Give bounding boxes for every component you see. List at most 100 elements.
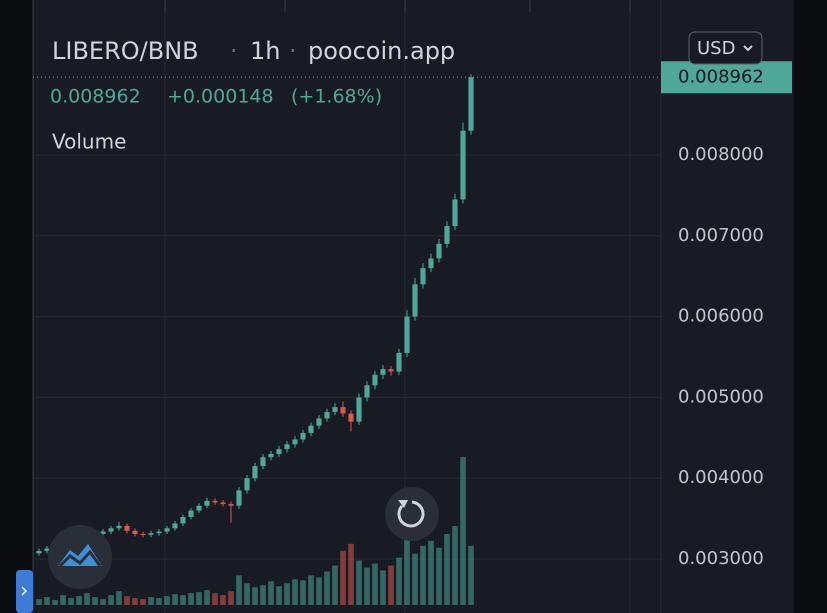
source: poocoin.app <box>308 37 455 65</box>
candle-body <box>172 523 178 529</box>
volume-bar <box>316 577 322 605</box>
candle-body <box>380 369 386 375</box>
volume-bar <box>172 594 178 605</box>
volume-bar <box>36 599 42 605</box>
volume-bar <box>468 545 474 605</box>
volume-bar <box>388 565 394 605</box>
change-percent: (+1.68%) <box>291 86 382 108</box>
volume-bar <box>180 595 186 605</box>
y-tick-label: 0.005000 <box>678 386 764 407</box>
volume-bar <box>292 579 298 605</box>
y-tick-label: 0.004000 <box>678 467 764 488</box>
logo-button[interactable] <box>48 525 112 589</box>
currency-button[interactable]: USD <box>688 31 763 65</box>
candle-body <box>356 397 362 422</box>
candle-body <box>124 525 130 531</box>
volume-bar <box>420 545 426 605</box>
candle-body <box>372 374 378 386</box>
volume-label: Volume <box>52 130 126 154</box>
volume-bar <box>244 583 250 605</box>
volume-bar <box>460 457 466 605</box>
candle-body <box>156 531 162 534</box>
candle-body <box>332 407 338 412</box>
candle-body <box>188 510 194 518</box>
candle-body <box>308 425 314 433</box>
last-price-tag <box>661 61 792 94</box>
volume-bar <box>196 592 202 605</box>
volume-bar <box>308 575 314 605</box>
candle-body <box>36 550 42 554</box>
side-tab[interactable] <box>16 570 33 613</box>
candle-body <box>108 528 114 532</box>
candle-body <box>284 444 290 450</box>
candle-body <box>268 453 274 458</box>
chevron <box>743 45 753 52</box>
volume-bar <box>396 557 402 605</box>
candle-body <box>316 418 322 426</box>
candle-body <box>292 439 298 445</box>
y-tick-label: 0.003000 <box>678 548 764 569</box>
y-tick-label: 0.007000 <box>678 225 764 246</box>
volume-bar <box>68 598 74 605</box>
candle-body <box>180 517 186 524</box>
candle-body <box>428 258 434 269</box>
candle-body <box>460 130 466 200</box>
volume-bar <box>268 581 274 605</box>
volume-bar <box>52 600 58 605</box>
y-tick-label: 0.006000 <box>678 306 764 327</box>
change: +0.000148 <box>167 86 274 108</box>
candle-body <box>220 502 226 505</box>
candle-body <box>396 352 402 372</box>
volume-bar <box>140 599 146 605</box>
candle-body <box>348 413 354 422</box>
symbol: LIBERO/BNB <box>52 37 199 65</box>
volume-bar <box>84 593 90 605</box>
logo-icon <box>58 544 102 566</box>
volume-bar <box>188 593 194 605</box>
volume-bar <box>124 596 130 605</box>
volume-bar <box>156 598 162 605</box>
candle-body <box>148 533 154 535</box>
candle-body <box>388 369 394 372</box>
volume-bar <box>76 596 82 605</box>
reset-arrow <box>398 500 408 508</box>
candle-body <box>140 533 146 535</box>
volume-bar <box>364 567 370 605</box>
reset-button[interactable] <box>385 487 439 541</box>
volume-bar <box>284 583 290 605</box>
volume-bar <box>252 587 258 605</box>
volume-bar <box>108 595 114 605</box>
candle-body <box>196 505 202 511</box>
volume-bar <box>164 596 170 605</box>
volume-bar <box>60 595 66 605</box>
candle-body <box>44 548 50 551</box>
volume-bar <box>436 547 442 605</box>
volume-bar <box>220 595 226 605</box>
reset-icon <box>397 500 425 528</box>
candle-body <box>204 500 210 506</box>
currency[interactable]: USD <box>697 38 735 59</box>
volume-bar <box>100 599 106 605</box>
interval: 1h <box>250 37 280 65</box>
candle-body <box>252 466 258 479</box>
candle-body <box>324 411 330 419</box>
candle-body <box>236 490 242 506</box>
volume-bar <box>236 575 242 605</box>
right-edge <box>794 0 827 613</box>
candle-body <box>244 478 250 491</box>
volume-bar <box>380 570 386 605</box>
volume-bar <box>132 598 138 605</box>
currency-button-box[interactable] <box>688 31 763 65</box>
plot: 0.003000 0.004000 0.005000 0.006000 0.007000… <box>33 61 792 605</box>
candle-body <box>364 385 370 398</box>
volume-bar <box>116 591 122 605</box>
reset-circle[interactable] <box>385 487 439 541</box>
separator: · <box>289 37 297 65</box>
volume-bar <box>452 526 458 605</box>
left-edge <box>0 0 33 613</box>
volume-bar <box>228 591 234 605</box>
volume-bar <box>148 597 154 605</box>
y-tick-label: 0.008000 <box>678 144 764 165</box>
volume-bar <box>300 580 306 605</box>
